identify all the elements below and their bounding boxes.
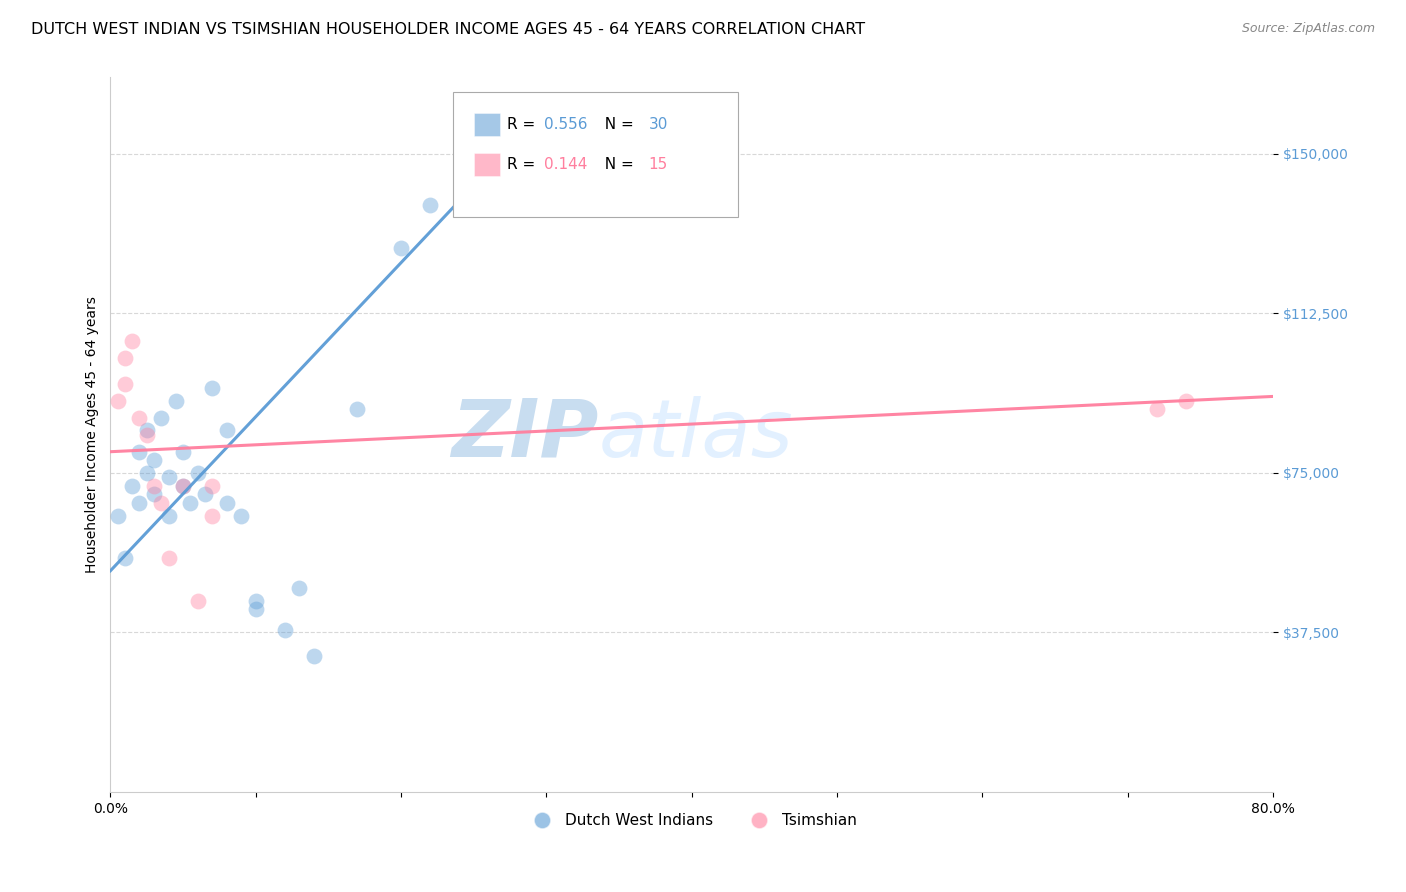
Text: ZIP: ZIP	[451, 396, 599, 474]
Text: N =: N =	[595, 117, 638, 132]
Text: Source: ZipAtlas.com: Source: ZipAtlas.com	[1241, 22, 1375, 36]
Point	[201, 381, 224, 395]
Point	[128, 410, 150, 425]
Point	[150, 496, 173, 510]
Point	[179, 496, 201, 510]
Point	[128, 444, 150, 458]
Point	[172, 479, 194, 493]
Text: atlas: atlas	[599, 396, 793, 474]
Point	[245, 602, 267, 616]
Point	[165, 393, 187, 408]
Point	[172, 479, 194, 493]
Point	[143, 487, 166, 501]
Point	[121, 334, 143, 348]
Text: R =: R =	[508, 157, 540, 172]
Point	[1174, 393, 1197, 408]
Point	[135, 427, 157, 442]
Point	[135, 424, 157, 438]
Point	[187, 593, 209, 607]
Point	[114, 376, 136, 391]
Bar	[474, 153, 501, 176]
Point	[231, 508, 253, 523]
Legend: Dutch West Indians, Tsimshian: Dutch West Indians, Tsimshian	[520, 807, 863, 834]
Point	[215, 496, 238, 510]
Point	[143, 453, 166, 467]
Point	[157, 551, 180, 566]
Point	[128, 496, 150, 510]
Text: 30: 30	[648, 117, 668, 132]
Point	[274, 624, 297, 638]
Point	[201, 508, 224, 523]
Point	[107, 508, 129, 523]
Text: 15: 15	[648, 157, 668, 172]
Point	[215, 424, 238, 438]
Point	[389, 241, 412, 255]
FancyBboxPatch shape	[453, 92, 738, 217]
Point	[419, 198, 441, 212]
Point	[1146, 402, 1168, 417]
Point	[150, 410, 173, 425]
Point	[346, 402, 368, 417]
Point	[302, 648, 325, 663]
Text: DUTCH WEST INDIAN VS TSIMSHIAN HOUSEHOLDER INCOME AGES 45 - 64 YEARS CORRELATION: DUTCH WEST INDIAN VS TSIMSHIAN HOUSEHOLD…	[31, 22, 865, 37]
Text: N =: N =	[595, 157, 638, 172]
Point	[172, 444, 194, 458]
Point	[135, 466, 157, 480]
Point	[143, 479, 166, 493]
Point	[107, 393, 129, 408]
Point	[114, 351, 136, 366]
Point	[157, 508, 180, 523]
Bar	[474, 113, 501, 136]
Y-axis label: Householder Income Ages 45 - 64 years: Householder Income Ages 45 - 64 years	[86, 296, 100, 574]
Point	[114, 551, 136, 566]
Text: R =: R =	[508, 117, 540, 132]
Point	[245, 593, 267, 607]
Point	[194, 487, 217, 501]
Point	[187, 466, 209, 480]
Point	[201, 479, 224, 493]
Point	[157, 470, 180, 484]
Point	[288, 581, 311, 595]
Point	[121, 479, 143, 493]
Text: 0.144: 0.144	[544, 157, 588, 172]
Text: 0.556: 0.556	[544, 117, 588, 132]
